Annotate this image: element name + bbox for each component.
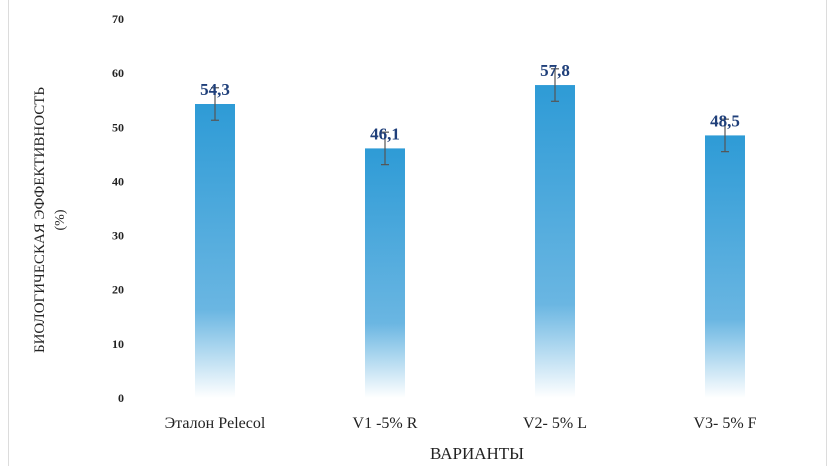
frame-left-border xyxy=(8,0,9,466)
data-label: 48,5 xyxy=(710,111,740,130)
bar xyxy=(705,135,745,398)
frame-right-border xyxy=(826,0,827,466)
y-tick-label: 60 xyxy=(112,66,124,80)
x-axis-ticks: Эталон Pelecol V1 -5% R V2- 5% L V3- 5% F xyxy=(165,415,757,432)
x-tick-label: V3- 5% F xyxy=(693,415,756,432)
bar xyxy=(195,104,235,399)
y-tick-label: 10 xyxy=(112,337,124,351)
y-tick-label: 30 xyxy=(112,229,124,243)
y-axis-ticks: 0 10 20 30 40 50 60 70 xyxy=(112,12,124,405)
data-label: 57,8 xyxy=(540,61,570,80)
y-tick-label: 40 xyxy=(112,174,124,188)
x-tick-label: Эталон Pelecol xyxy=(165,415,266,432)
y-tick-label: 0 xyxy=(118,391,124,405)
x-tick-label: V2- 5% L xyxy=(523,415,587,432)
x-tick-label: V1 -5% R xyxy=(353,415,418,432)
bars-group: 54,3 46,1 57,8 48,5 xyxy=(195,61,745,399)
y-tick-label: 70 xyxy=(112,12,124,26)
bar xyxy=(535,85,575,398)
x-axis-title: ВАРИАНТЫ xyxy=(430,444,524,463)
y-tick-label: 50 xyxy=(112,120,124,134)
data-label: 46,1 xyxy=(370,124,400,143)
y-tick-label: 20 xyxy=(112,283,124,297)
y-axis-unit: (%) xyxy=(53,209,68,230)
data-label: 54,3 xyxy=(200,80,230,99)
y-axis-title: БИОЛОГИЧЕСКАЯ ЭФФЕКТИВНОСТЬ xyxy=(32,87,48,353)
bar xyxy=(365,148,405,398)
